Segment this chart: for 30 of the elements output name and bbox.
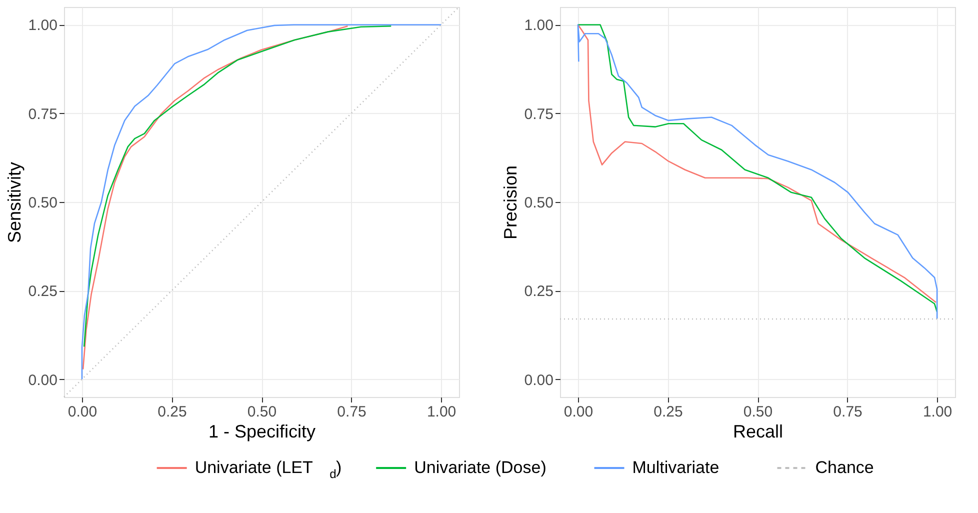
y-tick-label: 0.25 (28, 283, 58, 300)
legend-label: Multivariate (632, 458, 720, 477)
legend-label: Chance (815, 458, 874, 477)
y-tick-label: 1.00 (28, 17, 58, 34)
x-axis-title: Recall (732, 422, 784, 442)
y-axis-title: Precision (500, 165, 520, 240)
line-series (81, 24, 442, 380)
y-tick-label: 0.00 (28, 372, 58, 389)
x-tick-label: 0.00 (564, 404, 594, 420)
x-tick-label: 0.25 (158, 404, 187, 420)
y-tick-label: 1.00 (524, 17, 554, 34)
y-tick-label: 0.50 (28, 194, 58, 212)
x-axis-title: 1 - Specificity (208, 422, 316, 442)
y-tick-label: 0.00 (524, 372, 554, 389)
x-tick-label: 1.00 (426, 404, 456, 420)
y-axis-title: Sensitivity (4, 162, 24, 244)
x-tick-label: 0.25 (654, 404, 683, 420)
x-tick-label: 0.50 (247, 404, 277, 420)
x-tick-label: 0.50 (743, 404, 773, 420)
x-tick-label: 0.75 (833, 404, 862, 420)
x-tick-label: 0.00 (68, 404, 98, 420)
y-tick-label: 0.75 (28, 106, 58, 123)
y-tick-label: 0.75 (524, 106, 554, 123)
x-tick-label: 1.00 (922, 404, 952, 420)
y-tick-label: 0.25 (524, 283, 554, 300)
y-tick-label: 0.50 (524, 194, 554, 212)
legend-label: Univariate (Dose) (414, 458, 546, 477)
line-series (82, 25, 348, 370)
x-tick-label: 0.75 (337, 404, 366, 420)
line-series (83, 25, 392, 348)
